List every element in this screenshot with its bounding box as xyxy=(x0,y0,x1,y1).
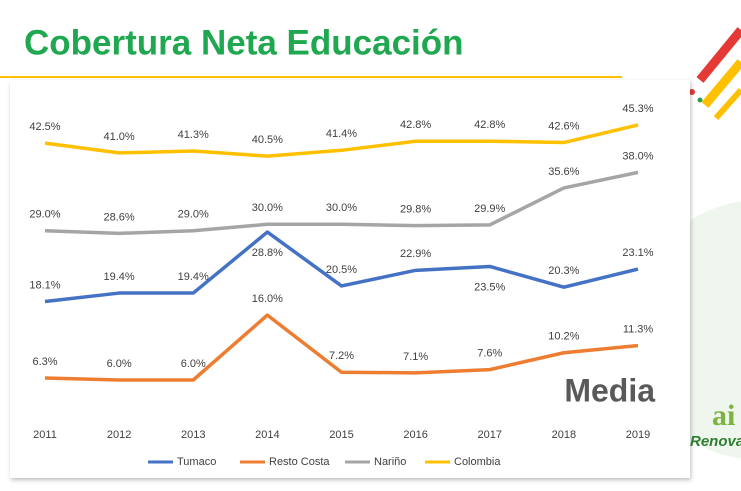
data-label: 10.2% xyxy=(548,331,579,343)
legend-item: Tumaco xyxy=(148,456,216,468)
data-label: 30.0% xyxy=(326,202,357,214)
data-label: 18.1% xyxy=(29,279,60,291)
data-label: 29.8% xyxy=(400,203,431,215)
data-label: 42.8% xyxy=(474,119,505,131)
chart-frame xyxy=(10,80,690,478)
decoration-stripes xyxy=(689,27,741,120)
x-tick-label: 2019 xyxy=(626,429,650,441)
data-label: 11.3% xyxy=(623,324,654,336)
data-label: 19.4% xyxy=(178,271,209,283)
x-tick-label: 2015 xyxy=(329,429,353,441)
series-line xyxy=(44,313,639,382)
data-label: 6.0% xyxy=(107,358,132,370)
data-label: 42.5% xyxy=(29,121,60,133)
legend-item: Resto Costa xyxy=(240,456,330,468)
data-label: 29.0% xyxy=(178,209,209,221)
series-line xyxy=(44,230,639,304)
data-label: 42.6% xyxy=(548,120,579,132)
annotation: Media xyxy=(564,372,655,408)
x-tick-label: 2018 xyxy=(552,429,576,441)
x-tick-label: 2017 xyxy=(478,429,502,441)
data-label: 7.2% xyxy=(329,350,354,362)
logo-mark: ai xyxy=(712,399,735,432)
data-label: 23.5% xyxy=(474,281,505,293)
x-tick-label: 2012 xyxy=(107,429,131,441)
data-label: 22.9% xyxy=(400,248,431,260)
page-title: Cobertura Neta Educación xyxy=(24,23,464,62)
legend-label: Tumaco xyxy=(177,456,216,468)
data-label: 16.0% xyxy=(252,293,283,305)
legend-item: Colombia xyxy=(425,456,501,468)
data-label: 29.0% xyxy=(29,209,60,221)
data-label: 41.3% xyxy=(178,129,209,141)
x-tick-label: 2011 xyxy=(33,429,57,441)
legend-label: Resto Costa xyxy=(269,456,330,468)
logo: ai Renovac xyxy=(690,399,741,450)
data-label: 20.3% xyxy=(548,265,579,277)
data-label: 38.0% xyxy=(622,150,653,162)
x-tick-label: 2016 xyxy=(403,429,427,441)
data-label: 6.3% xyxy=(32,356,57,368)
series-line xyxy=(44,170,639,236)
data-label: 41.0% xyxy=(104,131,135,143)
data-label: 29.9% xyxy=(474,203,505,215)
data-label: 28.6% xyxy=(104,211,135,223)
data-label: 30.0% xyxy=(252,202,283,214)
data-label: 28.8% xyxy=(252,247,283,259)
data-label: 20.5% xyxy=(326,264,357,276)
x-tick-label: 2014 xyxy=(255,429,279,441)
data-label: 7.1% xyxy=(403,351,428,363)
data-label: 41.4% xyxy=(326,128,357,140)
legend-label: Nariño xyxy=(374,456,406,468)
data-label: 6.0% xyxy=(181,358,206,370)
x-tick-label: 2013 xyxy=(181,429,205,441)
data-label: 23.1% xyxy=(622,247,653,259)
series-line xyxy=(44,123,639,158)
data-label: 42.8% xyxy=(400,119,431,131)
data-label: 7.6% xyxy=(477,348,502,360)
data-label: 45.3% xyxy=(622,103,653,115)
data-label: 40.5% xyxy=(252,134,283,146)
logo-text: Renovac xyxy=(690,433,741,450)
legend-label: Colombia xyxy=(454,456,501,468)
legend-item: Nariño xyxy=(345,456,406,468)
data-label: 19.4% xyxy=(104,271,135,283)
plot: 2011 2012 2013 2014 2015 2016 2017 2018 2019 18.1… xyxy=(29,103,653,468)
data-label: 35.6% xyxy=(548,166,579,178)
